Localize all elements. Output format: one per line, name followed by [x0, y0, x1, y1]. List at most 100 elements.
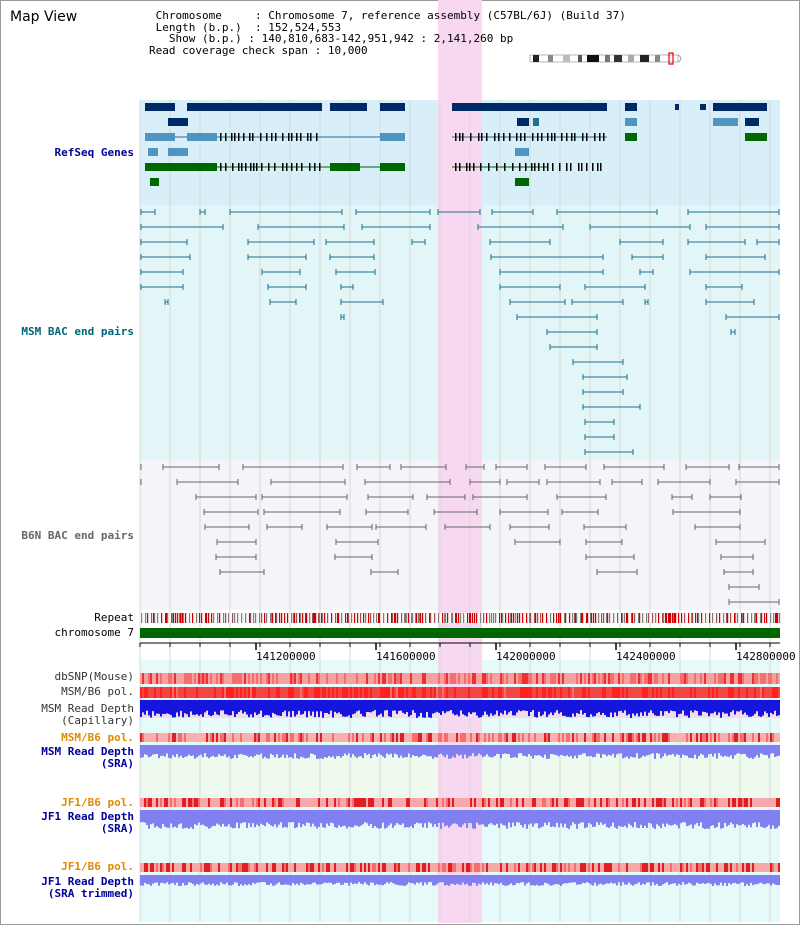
depth-bar	[616, 745, 618, 755]
track-label-msm-bac[interactable]: MSM BAC end pairs	[21, 325, 134, 338]
depth-bar	[222, 875, 224, 884]
depth-bar	[476, 745, 478, 756]
coverage-label: Read coverage check span	[149, 43, 308, 57]
heat-cell	[642, 798, 644, 807]
heat-cell	[228, 863, 230, 872]
depth-bar	[574, 875, 576, 883]
repeat-mark	[185, 613, 187, 623]
repeat-mark	[681, 613, 683, 623]
track-label-jf1-pol: JF1/B6 pol.	[61, 796, 134, 809]
heat-cell	[760, 863, 762, 872]
depth-bar	[208, 700, 210, 716]
heat-cell	[150, 863, 152, 872]
depth-bar	[494, 700, 496, 715]
track-label-b6n-bac[interactable]: B6N BAC end pairs	[21, 529, 134, 542]
depth-bar	[372, 875, 374, 883]
depth-bar	[428, 745, 430, 757]
heat-cell	[746, 673, 748, 684]
heat-cell	[204, 673, 206, 684]
depth-bar	[550, 810, 552, 828]
heat-cell	[450, 687, 452, 698]
heat-cell	[216, 673, 218, 684]
exon-mark	[531, 163, 533, 171]
heat-cell	[708, 673, 710, 684]
heat-cell	[260, 863, 262, 872]
repeat-mark	[489, 613, 491, 623]
exon-mark	[516, 133, 518, 141]
heat-cell	[420, 733, 422, 742]
heat-cell	[594, 863, 596, 872]
depth-bar	[180, 700, 182, 711]
repeat-mark	[673, 613, 675, 623]
repeat-mark	[261, 613, 263, 623]
heat-cell	[182, 798, 184, 807]
heat-cell	[338, 798, 340, 807]
heat-cell	[742, 673, 744, 684]
exon-mark	[231, 133, 233, 141]
depth-bar	[694, 810, 696, 825]
depth-bar	[550, 875, 552, 886]
heat-cell	[500, 733, 502, 742]
heat-cell	[338, 733, 340, 742]
heat-cell	[758, 687, 760, 698]
depth-bar	[188, 700, 190, 717]
heat-cell	[176, 733, 178, 742]
depth-bar	[376, 810, 378, 828]
depth-bar	[326, 700, 328, 714]
heat-cell	[246, 687, 248, 698]
heat-cell	[546, 733, 548, 742]
depth-bar	[662, 875, 664, 885]
depth-bar	[308, 745, 310, 758]
heat-cell	[396, 733, 398, 742]
depth-bar	[466, 700, 468, 717]
depth-bar	[220, 700, 222, 711]
heat-cell	[574, 863, 576, 872]
repeat-mark	[469, 613, 471, 623]
depth-bar	[380, 810, 382, 829]
heat-cell	[416, 798, 418, 807]
heat-cell	[168, 863, 170, 872]
depth-bar	[488, 745, 490, 757]
heat-cell	[542, 863, 544, 872]
depth-bar	[762, 875, 764, 884]
heat-cell	[196, 733, 198, 742]
heat-cell	[394, 687, 396, 698]
repeat-mark	[412, 613, 414, 623]
heat-cell	[616, 687, 618, 698]
track-label-msm-pol-2: MSM/B6 pol.	[61, 731, 134, 744]
depth-bar	[516, 700, 518, 713]
depth-bar	[468, 810, 470, 823]
b6n-bac-end-pairs	[140, 464, 780, 605]
depth-bar	[598, 745, 600, 754]
heat-cell	[346, 673, 348, 684]
depth-bar	[250, 810, 252, 828]
heat-cell	[426, 673, 428, 684]
heat-cell	[722, 687, 724, 698]
repeat-mark	[646, 613, 648, 623]
depth-bar	[634, 700, 636, 716]
heat-cell	[772, 673, 774, 684]
heat-cell	[196, 687, 198, 698]
track-label-refseq[interactable]: RefSeq Genes	[54, 146, 134, 159]
depth-bar	[276, 700, 278, 716]
heat-cell	[328, 863, 330, 872]
repeat-mark	[741, 613, 743, 623]
heat-cell	[518, 733, 520, 742]
depth-bar	[286, 875, 288, 885]
depth-bar	[508, 810, 510, 823]
depth-bar	[330, 700, 332, 711]
depth-bar	[576, 810, 578, 829]
depth-bar	[198, 875, 200, 885]
depth-bar	[538, 745, 540, 756]
depth-bar	[286, 700, 288, 717]
heat-cell	[646, 687, 648, 698]
heat-cell	[494, 798, 496, 807]
heat-cell	[772, 733, 774, 742]
heat-cell	[220, 863, 222, 872]
depth-bar	[532, 875, 534, 886]
heat-cell	[570, 687, 572, 698]
depth-bar	[448, 745, 450, 759]
heat-cell	[284, 673, 286, 684]
heat-cell	[562, 798, 564, 807]
repeat-mark	[580, 613, 582, 623]
